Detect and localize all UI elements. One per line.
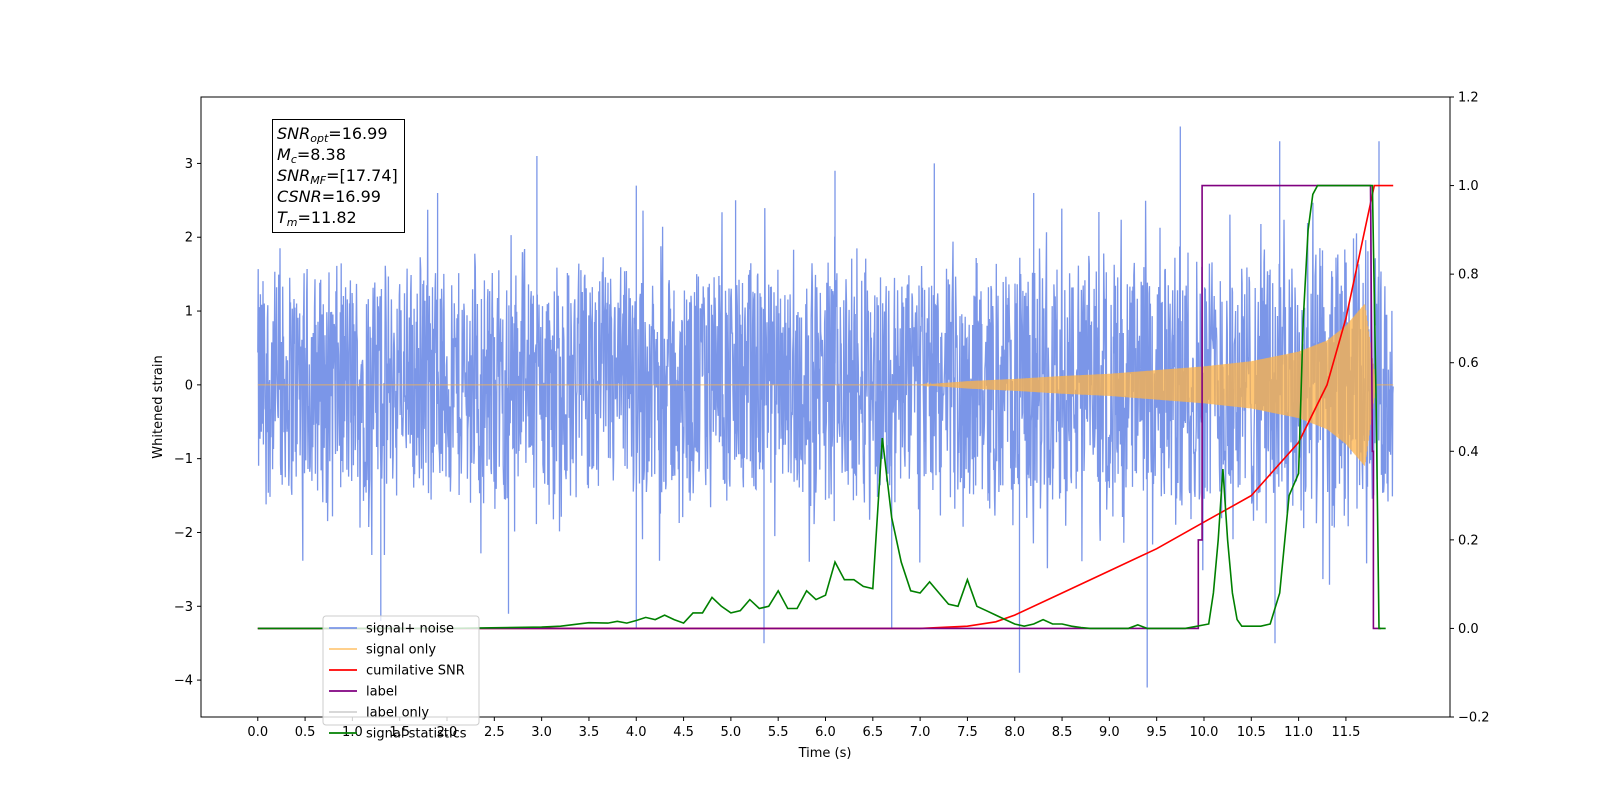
x-tick-label: 7.0 — [910, 725, 931, 740]
series-line-label — [257, 184, 1381, 630]
legend: signal+ noise signal only cumilative SNR la… — [322, 615, 480, 742]
x-tick-label: 0.0 — [247, 725, 268, 740]
x-tick-label: 3.5 — [579, 725, 600, 740]
x-tick-label: 9.5 — [1146, 725, 1167, 740]
x-tick-label: 10.5 — [1237, 725, 1266, 740]
x-tick-label: 1.5 — [389, 725, 410, 740]
y-tick-label: −3 — [174, 600, 193, 615]
x-tick-label: 11.5 — [1331, 725, 1360, 740]
y-tick-label: 3 — [185, 157, 193, 172]
x-tick-label: 6.5 — [862, 725, 883, 740]
legend-label: cumilative SNR — [366, 664, 465, 679]
y2-tick-label: 0.2 — [1458, 533, 1479, 548]
legend-label: label — [366, 685, 397, 700]
y-axis-left: −4 −3 −2 −1 0 1 2 3 — [174, 157, 201, 689]
y-tick-label: 1 — [185, 305, 193, 320]
y-tick-label: −2 — [174, 526, 193, 541]
y2-tick-label: −0.2 — [1458, 711, 1490, 726]
legend-label: signal only — [366, 643, 436, 658]
annotation-line: SNRopt=16.99 — [277, 124, 388, 145]
y-tick-label: 0 — [185, 378, 193, 393]
x-tick-label: 2.0 — [437, 725, 458, 740]
y-tick-label: 2 — [185, 231, 193, 246]
y2-tick-label: 1.2 — [1458, 91, 1479, 106]
legend-label: signal statistics — [366, 727, 467, 742]
y2-tick-label: 0.8 — [1458, 268, 1479, 283]
x-tick-label: 4.0 — [626, 725, 647, 740]
x-tick-label: 0.5 — [295, 725, 316, 740]
x-tick-label: 6.0 — [815, 725, 836, 740]
legend-frame — [322, 615, 480, 726]
series-line-signal-statistics — [257, 184, 1386, 630]
y2-tick-label: 0.6 — [1458, 356, 1479, 371]
x-tick-label: 8.5 — [1052, 725, 1073, 740]
legend-label: signal+ noise — [366, 622, 454, 637]
annotation-box: SNRopt=16.99 Mc=8.38 SNRMF=[17.74] CSNR=… — [272, 119, 405, 233]
x-axis-title: Time (s) — [798, 746, 852, 761]
y2-tick-label: 1.0 — [1458, 179, 1479, 194]
x-tick-label: 8.0 — [1004, 725, 1025, 740]
annotation-line: SNRMF=[17.74] — [277, 166, 398, 187]
x-axis: 0.0 0.5 1.0 1.5 2.0 2.5 3.0 3.5 4.0 4.5 5.0 5.5 6.0 6… — [247, 717, 1360, 740]
x-tick-label: 11.0 — [1284, 725, 1313, 740]
x-tick-label: 10.0 — [1190, 725, 1219, 740]
x-tick-label: 9.0 — [1099, 725, 1120, 740]
series-line-cumilative-snr — [257, 184, 1394, 630]
y2-tick-label: 0.4 — [1458, 445, 1479, 460]
series-line-signal-only — [257, 304, 1394, 466]
y-tick-label: −4 — [174, 674, 193, 689]
y-tick-label: −1 — [174, 452, 193, 467]
annotation-line: CSNR=16.99 — [277, 187, 381, 206]
x-tick-label: 7.5 — [957, 725, 978, 740]
series-layer — [257, 126, 1394, 688]
series-line-signal-noise — [257, 126, 1394, 688]
x-tick-label: 2.5 — [484, 725, 505, 740]
legend-label: label only — [366, 706, 429, 721]
y-axis-title: Whitened strain — [151, 355, 166, 458]
annotation-line: Mc=8.38 — [277, 145, 346, 166]
y-axis-right: −0.2 0.0 0.2 0.4 0.6 0.8 1.0 1.2 — [1450, 91, 1490, 726]
x-tick-label: 5.5 — [768, 725, 789, 740]
x-tick-label: 3.0 — [531, 725, 552, 740]
annotation-line: Tm=11.82 — [277, 208, 357, 229]
x-tick-label: 4.5 — [673, 725, 694, 740]
y2-tick-label: 0.0 — [1458, 622, 1479, 637]
x-tick-label: 5.0 — [721, 725, 742, 740]
